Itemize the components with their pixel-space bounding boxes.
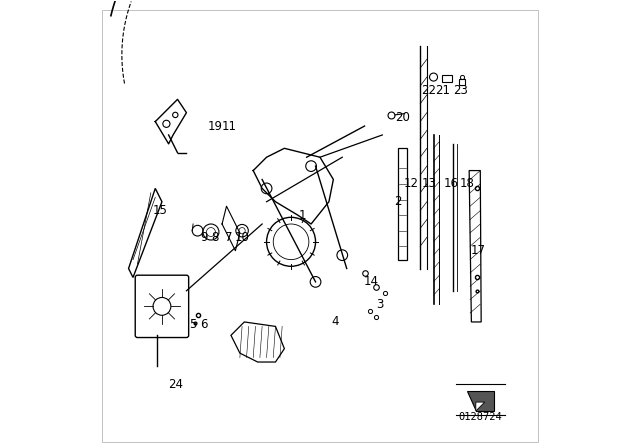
Text: 0128724: 0128724 (458, 412, 502, 422)
Text: 2: 2 (394, 195, 402, 208)
Text: 21: 21 (435, 84, 450, 97)
Text: 20: 20 (395, 111, 410, 124)
Text: 3: 3 (376, 297, 384, 310)
Text: 17: 17 (470, 244, 486, 257)
Text: 9: 9 (200, 231, 208, 244)
Text: 19: 19 (208, 120, 223, 133)
Bar (442, 75, 452, 82)
Polygon shape (467, 391, 493, 411)
Text: 10: 10 (235, 231, 250, 244)
Text: 6: 6 (200, 318, 208, 331)
Polygon shape (476, 402, 484, 411)
Text: 16: 16 (444, 177, 459, 190)
Text: 24: 24 (168, 378, 183, 391)
Text: 12: 12 (404, 177, 419, 190)
Text: 22: 22 (422, 84, 436, 97)
Text: 4: 4 (332, 315, 339, 328)
Text: 15: 15 (152, 204, 167, 217)
Text: 7: 7 (225, 231, 232, 244)
Text: 18: 18 (460, 177, 474, 190)
Text: 5: 5 (189, 318, 196, 331)
Text: 8: 8 (212, 231, 219, 244)
Text: 1: 1 (298, 209, 306, 222)
Text: 14: 14 (364, 276, 379, 289)
Text: 11: 11 (221, 120, 236, 133)
Text: 13: 13 (422, 177, 436, 190)
Text: 23: 23 (453, 84, 468, 97)
